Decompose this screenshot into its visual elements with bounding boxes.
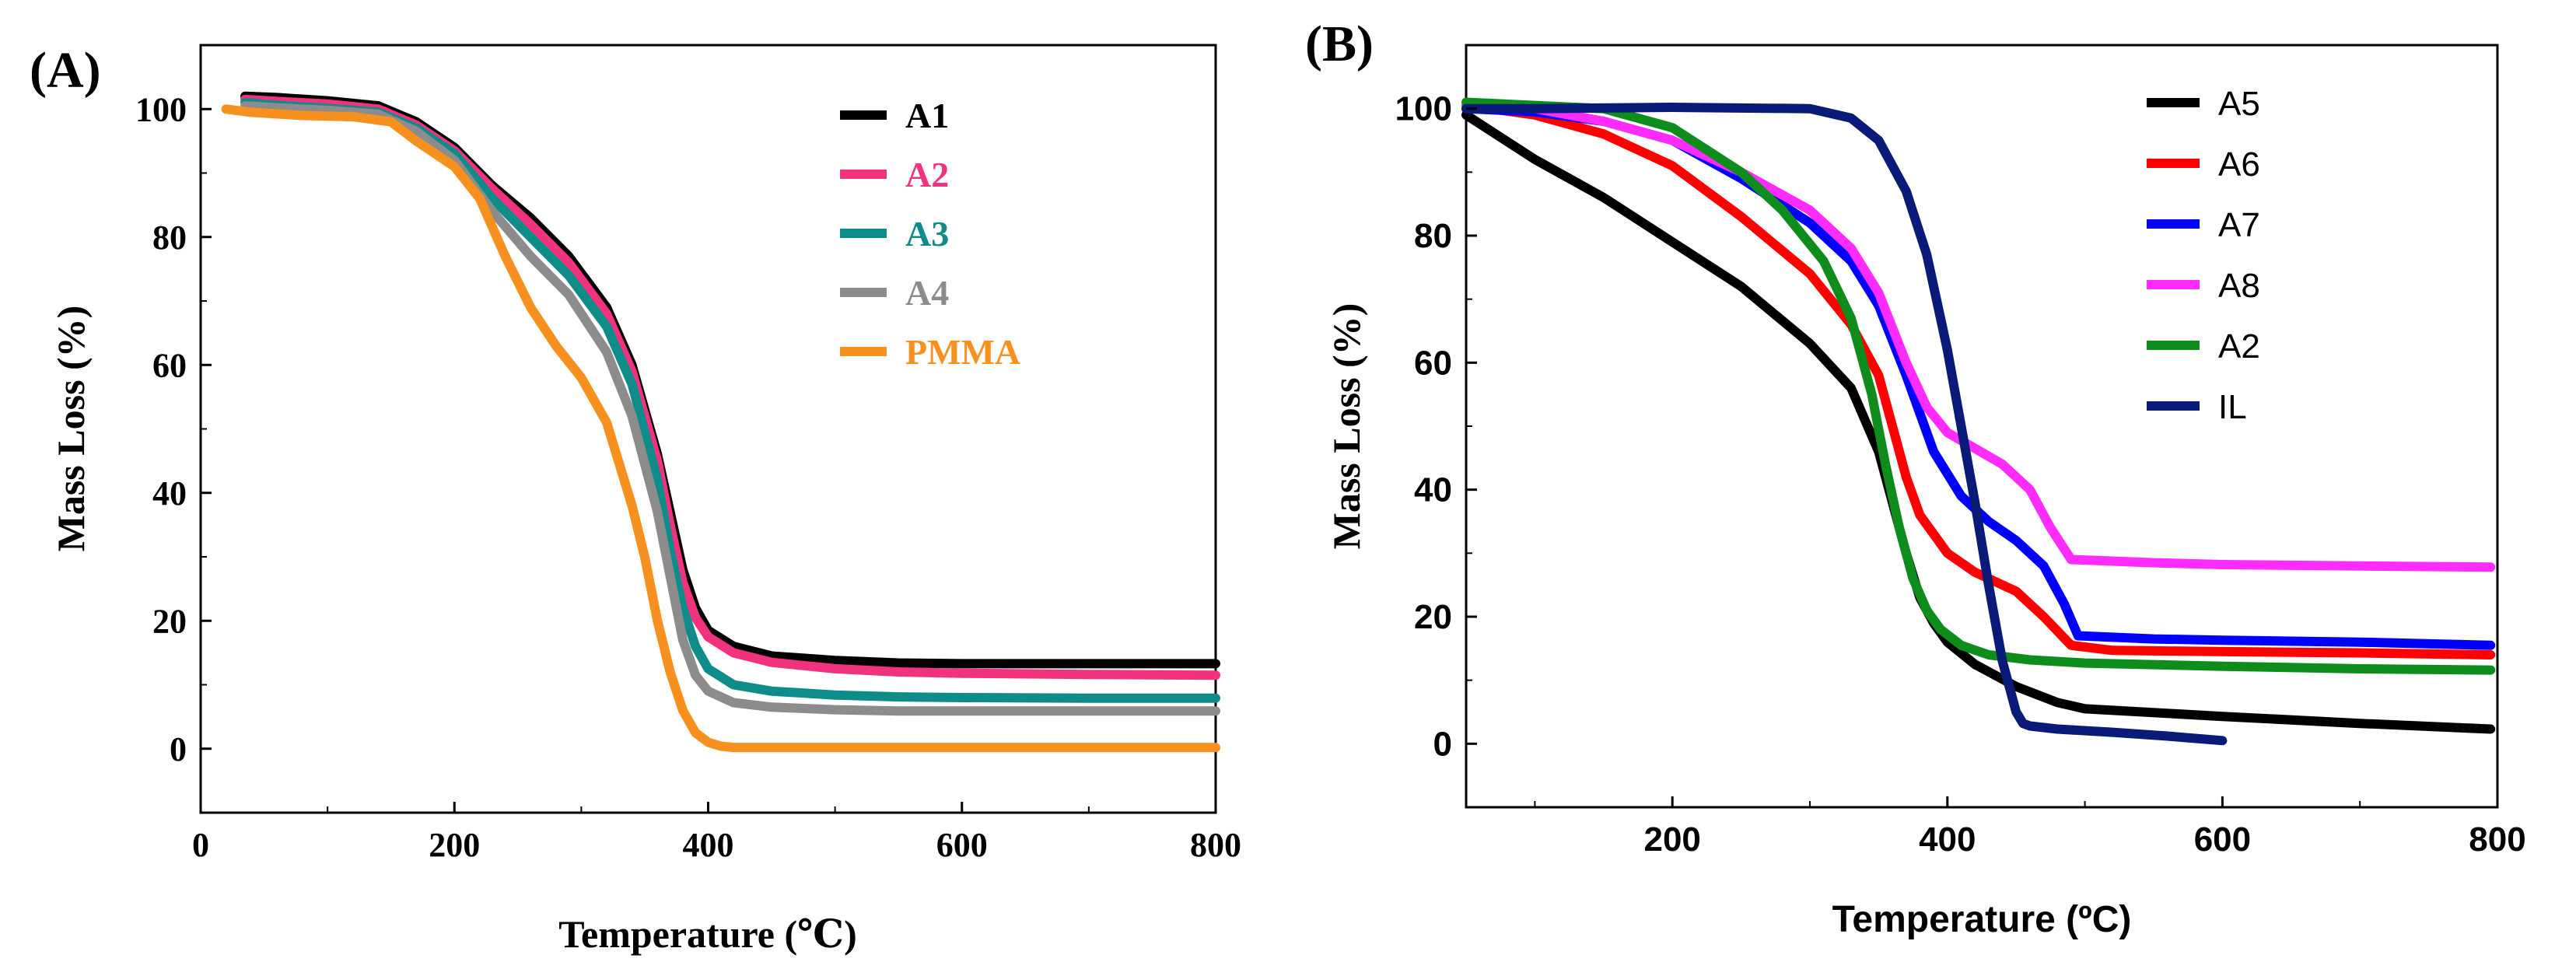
series-line-a5 [1461,110,2496,734]
panel-b-plot-frame [1465,44,2499,809]
y-tick-label: 40 [152,474,187,512]
legend-label: A7 [2218,206,2260,244]
x-tick-label: 0 [192,826,209,864]
panel-b-series [1461,97,2496,746]
legend-label: PMMA [905,332,1020,372]
x-tick-label: 200 [429,826,480,864]
legend-label: A4 [905,273,949,313]
x-tick-label: 400 [683,826,734,864]
y-tick-label: 0 [170,730,187,768]
series-line-pmma [221,104,1220,753]
panel-b-x-axis-title: Temperature (ºC) [1832,899,2132,940]
panel-a-legend: A1 A2 A3 A4 PMMA [840,96,1020,372]
y-tick-label: 0 [1433,725,1452,763]
legend-label: IL [2218,388,2247,426]
series-line-a4 [240,101,1220,716]
x-tick-label: 400 [1919,820,1976,859]
x-tick-label: 800 [2469,820,2525,859]
panel-a-y-axis-title: Mass Loss (%) [49,306,93,552]
y-tick-label: 80 [152,219,187,257]
series-line-a2 [240,94,1220,680]
series-line-a6 [1461,100,2496,659]
legend-label: A6 [2218,145,2260,184]
panel-a-label: (A) [30,42,101,99]
y-tick-label: 20 [152,602,187,640]
x-tick-label: 600 [2194,820,2251,859]
y-tick-label: 40 [1414,471,1452,509]
panel-a-x-axis-title: Temperature (℃) [558,912,856,956]
x-tick-label: 200 [1643,820,1700,859]
x-tick-label: 600 [936,826,988,864]
legend-label: A1 [905,96,949,135]
panel-b-label: (B) [1305,16,1374,72]
y-tick-label: 100 [135,90,187,128]
series-line-il [1461,103,2228,746]
panel-b-ticks: 200 400 600 800 0 20 40 60 80 100 [1395,90,2526,859]
legend-label: A5 [2218,85,2260,123]
series-line-a3 [240,98,1220,703]
legend-label: A2 [905,155,949,194]
panel-b-y-axis-title: Mass Loss (%) [1325,303,1368,550]
y-tick-label: 80 [1414,217,1452,255]
y-tick-label: 100 [1395,90,1452,128]
y-tick-label: 60 [152,346,187,384]
series-line-a1 [240,91,1220,669]
panel-a: (A) 0 200 400 600 800 0 20 40 60 80 100 Temperatur… [30,42,1241,956]
series-line-a8 [1461,100,2496,572]
legend-label: A2 [2218,327,2260,366]
y-tick-label: 20 [1414,598,1452,636]
panel-b: (B) 200 400 600 800 0 20 40 60 80 100 Temperature… [1305,16,2526,940]
y-tick-label: 60 [1414,344,1452,382]
panel-a-series [221,91,1220,753]
x-tick-label: 800 [1190,826,1241,864]
legend-label: A8 [2218,267,2260,305]
panel-b-legend: A5 A6 A7 A8 A2 IL [2147,85,2260,426]
series-line-a2 [1461,97,2496,675]
legend-label: A3 [905,214,949,254]
panel-a-ticks: 0 200 400 600 800 0 20 40 60 80 100 [135,90,1241,864]
